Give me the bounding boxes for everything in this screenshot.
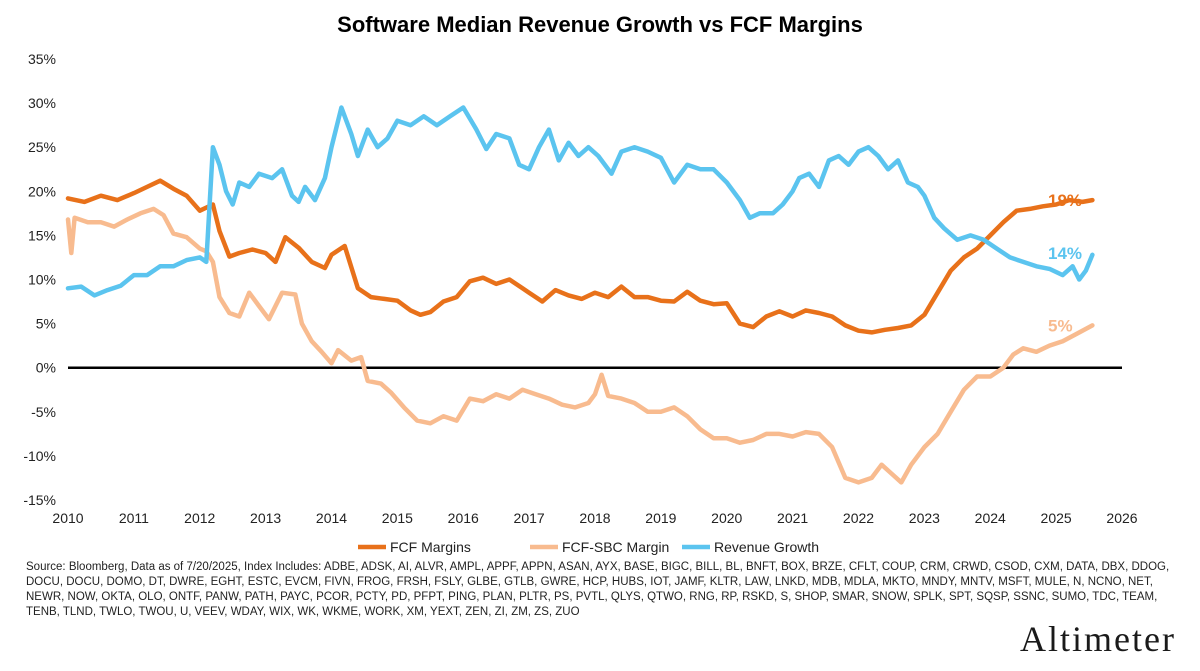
y-tick-label: -15% bbox=[23, 492, 56, 508]
end-label: 19% bbox=[1048, 191, 1082, 210]
x-tick-label: 2012 bbox=[184, 510, 215, 526]
chart: Software Median Revenue Growth vs FCF Ma… bbox=[23, 12, 1137, 555]
y-tick-label: 35% bbox=[28, 51, 56, 67]
end-label: 5% bbox=[1048, 316, 1073, 335]
x-tick-label: 2024 bbox=[975, 510, 1006, 526]
series-line-fcf-margins bbox=[65, 178, 1095, 335]
legend-label: FCF-SBC Margin bbox=[562, 539, 669, 555]
x-tick-label: 2015 bbox=[382, 510, 413, 526]
y-tick-label: 25% bbox=[28, 139, 56, 155]
x-tick-label: 2022 bbox=[843, 510, 874, 526]
series-layer bbox=[65, 105, 1095, 485]
x-tick-label: 2018 bbox=[579, 510, 610, 526]
y-tick-label: -5% bbox=[31, 404, 56, 420]
end-label: 14% bbox=[1048, 244, 1082, 263]
source-note: Source: Bloomberg, Data as of 7/20/2025,… bbox=[26, 561, 1170, 618]
x-tick-label: 2010 bbox=[52, 510, 83, 526]
legend-label: Revenue Growth bbox=[714, 539, 819, 555]
y-tick-label: 20% bbox=[28, 183, 56, 199]
y-tick-label: 15% bbox=[28, 227, 56, 243]
x-tick-label: 2013 bbox=[250, 510, 281, 526]
legend-label: FCF Margins bbox=[390, 539, 471, 555]
y-axis: 35% 30% 25% 20% 15% 10% 5% 0% -5% -10% -15% bbox=[23, 51, 56, 508]
x-tick-label: 2023 bbox=[909, 510, 940, 526]
series-line-fcf-sbc-margin bbox=[65, 206, 1095, 485]
y-tick-label: 30% bbox=[28, 95, 56, 111]
y-tick-label: 0% bbox=[36, 360, 56, 376]
end-labels: 19% 5% 14% bbox=[1048, 191, 1082, 335]
series-line-revenue-growth bbox=[65, 105, 1095, 298]
x-tick-label: 2020 bbox=[711, 510, 742, 526]
x-axis: 2010 2011 2012 2013 2014 2015 2016 2017 2018 2019… bbox=[52, 510, 1137, 526]
y-tick-label: 10% bbox=[28, 272, 56, 288]
legend: FCF Margins FCF-SBC Margin Revenue Growth bbox=[358, 539, 819, 555]
x-tick-label: 2014 bbox=[316, 510, 347, 526]
x-tick-label: 2019 bbox=[645, 510, 676, 526]
x-tick-label: 2016 bbox=[448, 510, 479, 526]
x-tick-label: 2011 bbox=[119, 510, 149, 526]
x-tick-label: 2026 bbox=[1106, 510, 1137, 526]
chart-title: Software Median Revenue Growth vs FCF Ma… bbox=[337, 12, 863, 37]
y-tick-label: 5% bbox=[36, 316, 56, 332]
x-tick-label: 2021 bbox=[777, 510, 808, 526]
x-tick-label: 2017 bbox=[514, 510, 545, 526]
y-tick-label: -10% bbox=[23, 448, 56, 464]
brand-logo: Altimeter bbox=[1020, 619, 1176, 659]
x-tick-label: 2025 bbox=[1041, 510, 1072, 526]
